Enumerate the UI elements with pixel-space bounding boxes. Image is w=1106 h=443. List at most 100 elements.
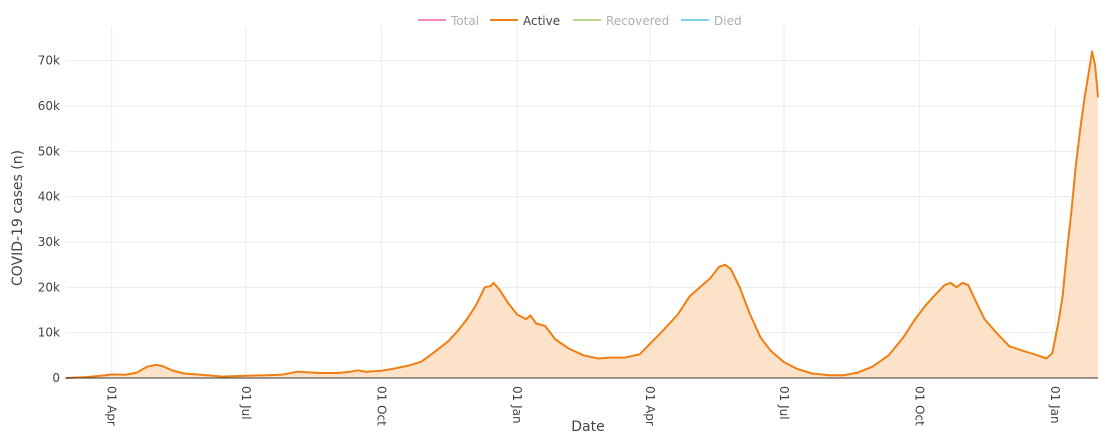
data-point <box>662 329 664 332</box>
data-point <box>105 374 107 377</box>
y-tick-label: 30k <box>38 235 60 249</box>
legend-item-active[interactable]: Active <box>490 14 560 28</box>
data-point <box>677 313 679 316</box>
data-point <box>529 314 532 317</box>
legend-label: Total <box>450 14 479 28</box>
legend-item-recovered[interactable]: Recovered <box>573 14 669 28</box>
y-tick-label: 40k <box>38 190 60 204</box>
data-point <box>1079 127 1082 130</box>
data-point <box>759 336 762 339</box>
data-point <box>432 352 434 354</box>
data-point <box>902 336 905 339</box>
data-point <box>475 304 477 307</box>
y-tick-label: 0 <box>52 371 60 385</box>
data-point <box>1070 209 1073 212</box>
data-point <box>280 374 283 376</box>
data-point <box>183 372 185 375</box>
data-point <box>110 373 113 376</box>
data-point <box>483 286 486 289</box>
data-point <box>85 376 88 378</box>
data-point <box>1045 357 1048 360</box>
data-point <box>871 365 874 368</box>
x-tick-label: 01 Apr <box>105 386 119 426</box>
data-point <box>265 374 268 377</box>
data-point <box>567 347 570 350</box>
data-point <box>498 288 501 291</box>
data-point <box>828 374 831 377</box>
x-tick-label: 01 Oct <box>374 386 388 426</box>
data-point <box>380 369 383 372</box>
data-point <box>1057 322 1059 325</box>
data-point <box>1066 250 1068 252</box>
data-point <box>336 372 339 374</box>
data-point <box>638 353 641 356</box>
data-point <box>466 318 468 320</box>
data-point <box>221 375 224 378</box>
x-tick-label: 01 Jul <box>239 386 253 420</box>
x-tick-label: 01 Oct <box>913 386 927 426</box>
legend-label: Recovered <box>606 14 669 28</box>
data-point <box>769 350 772 352</box>
data-point <box>724 263 726 266</box>
data-point <box>1091 50 1093 53</box>
data-point <box>582 354 585 357</box>
data-point <box>856 371 859 374</box>
data-point <box>124 374 126 376</box>
data-point <box>357 369 359 372</box>
data-point <box>749 313 751 316</box>
data-point <box>995 331 998 334</box>
x-axis-title: Date <box>571 419 604 435</box>
legend-item-total[interactable]: Total <box>418 14 479 28</box>
data-point <box>796 368 799 370</box>
y-tick-label: 50k <box>38 144 60 158</box>
data-point <box>783 361 785 363</box>
data-point <box>967 284 970 286</box>
data-point <box>914 318 916 320</box>
data-point <box>146 365 148 368</box>
data-point <box>738 286 741 289</box>
data-point <box>1083 96 1086 98</box>
data-point <box>811 372 813 375</box>
data-point <box>730 268 732 271</box>
data-point <box>171 369 173 372</box>
data-point <box>924 304 927 307</box>
data-point <box>597 357 600 360</box>
x-tick-label: 01 Jan <box>1048 386 1062 424</box>
data-point <box>161 364 163 367</box>
x-tick-label: 01 Jan <box>510 386 524 424</box>
series-area-active <box>66 51 1098 378</box>
data-point <box>364 370 367 373</box>
data-point <box>318 372 321 374</box>
data-point <box>507 302 510 305</box>
data-point <box>135 371 138 374</box>
legend-label: Died <box>714 14 742 28</box>
data-point <box>983 318 986 320</box>
data-point <box>457 329 459 332</box>
data-point <box>699 286 701 289</box>
data-point <box>1094 64 1096 66</box>
data-point <box>1008 345 1011 348</box>
data-point <box>955 286 958 289</box>
data-point <box>525 318 527 320</box>
y-tick-label: 60k <box>38 99 60 113</box>
data-point <box>535 322 538 325</box>
data-point <box>489 285 492 287</box>
legend-item-died[interactable]: Died <box>681 14 742 28</box>
data-point <box>554 338 557 341</box>
y-tick-label: 10k <box>38 326 60 340</box>
data-point <box>623 356 626 359</box>
y-tick-label: 20k <box>38 280 60 294</box>
x-tick-label: 01 Apr <box>643 386 657 426</box>
data-point <box>349 370 352 373</box>
data-point <box>887 354 890 357</box>
x-tick-label: 01 Jul <box>777 386 791 420</box>
data-point <box>949 282 952 284</box>
data-point <box>842 374 844 377</box>
data-point <box>544 325 546 327</box>
data-point <box>200 374 203 376</box>
y-tick-label: 70k <box>38 54 60 68</box>
data-point <box>1051 352 1054 354</box>
data-point <box>935 293 937 295</box>
data-point <box>688 295 691 298</box>
